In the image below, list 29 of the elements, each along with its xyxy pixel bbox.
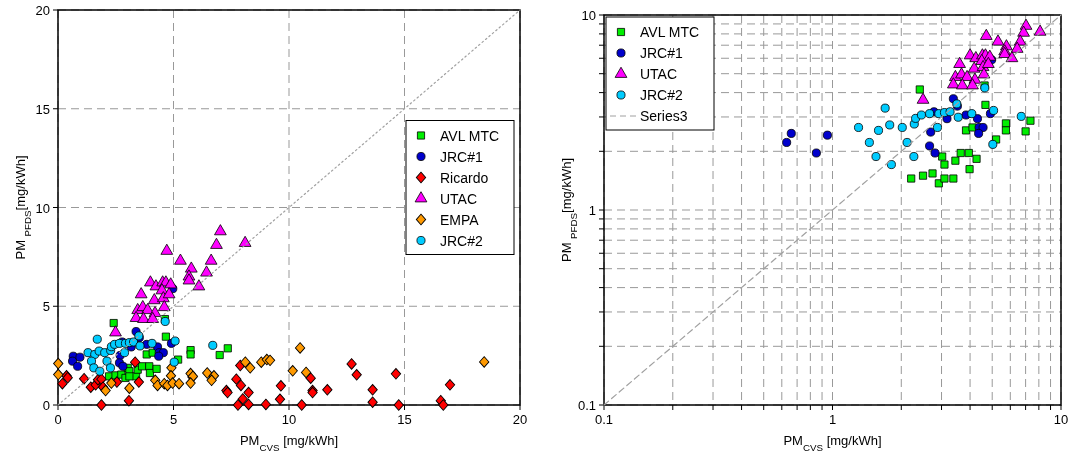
legend-label: AVL MTC bbox=[640, 24, 700, 40]
legend-label: JRC#2 bbox=[440, 232, 484, 249]
x-tick-label: 15 bbox=[397, 412, 412, 427]
legend-label: UTAC bbox=[640, 66, 678, 82]
x-tick-label: 20 bbox=[512, 412, 528, 427]
x-tick-label: 1 bbox=[828, 412, 837, 427]
x-tick-label: 0.1 bbox=[594, 412, 614, 427]
legend-label: JRC#2 bbox=[640, 87, 684, 103]
legend-label: EMPA bbox=[440, 211, 480, 228]
x-axis-title: PM$_{CVS}$ [mg/kWh] bbox=[239, 433, 339, 453]
x-tick-label: 0 bbox=[54, 412, 62, 427]
legend-label: UTAC bbox=[440, 190, 478, 207]
y-tick-label: 10 bbox=[581, 8, 596, 23]
legend-label: Ricardo bbox=[440, 169, 489, 186]
y-tick-label: 5 bbox=[42, 299, 50, 315]
y-tick-label: 20 bbox=[35, 3, 50, 18]
legend-label: Series3 bbox=[640, 108, 688, 124]
y-tick-label: 1 bbox=[588, 203, 596, 218]
legend-label: JRC#1 bbox=[640, 45, 684, 61]
legend-label: JRC#1 bbox=[440, 148, 484, 165]
y-tick-label: 10 bbox=[35, 200, 50, 216]
x-tick-label: 5 bbox=[169, 412, 178, 427]
y-tick-label: 0.1 bbox=[577, 398, 596, 413]
x-tick-label: 10 bbox=[1053, 412, 1069, 427]
y-tick-label: 15 bbox=[35, 101, 50, 117]
y-tick-label: 0 bbox=[42, 398, 50, 413]
legend-label: AVL MTC bbox=[440, 127, 500, 144]
x-tick-label: 10 bbox=[281, 412, 297, 427]
x-axis-title: PM$_{CVS}$ [mg/kWh] bbox=[783, 433, 882, 453]
